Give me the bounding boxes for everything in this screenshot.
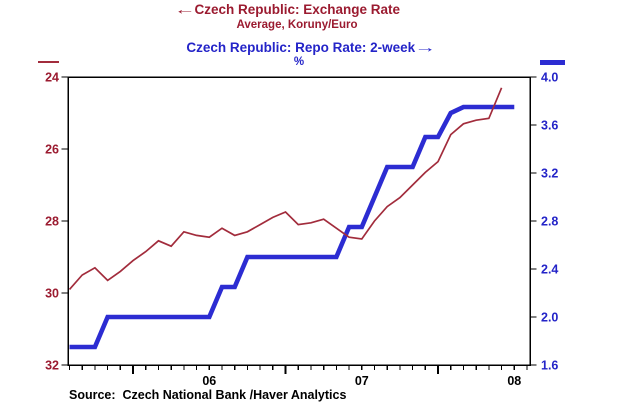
left-axis-tick-label: 26 — [45, 143, 59, 157]
left-axis-tick-label: 28 — [45, 215, 59, 229]
x-axis-year-label: 06 — [202, 374, 216, 388]
right-axis-tick-label: 1.6 — [541, 359, 558, 373]
right-axis-tick-label: 2.0 — [541, 311, 558, 325]
repo-rate-legend-line — [540, 60, 565, 65]
left-axis-tick-label: 24 — [45, 71, 59, 85]
plot-frame — [67, 76, 531, 366]
series-line-repo-rate — [69, 104, 515, 350]
right-axis-tick-label: 2.4 — [541, 263, 558, 277]
repo-rate-title-text: Czech Republic: Repo Rate: 2-week — [186, 40, 416, 55]
left-axis-tick-label: 30 — [45, 287, 59, 301]
right-axis-tick-label: 3.6 — [541, 119, 558, 133]
left-arrow-icon: ← — [173, 2, 196, 17]
repo-rate-unit-label: % — [293, 56, 305, 68]
exchange-rate-legend-line — [38, 61, 59, 63]
exchange-rate-subtitle: Average, Koruny/Euro — [236, 19, 358, 31]
repo-rate-title: Czech Republic: Repo Rate: 2-week→ — [186, 40, 435, 56]
left-axis-tick-label: 32 — [45, 359, 59, 373]
right-axis-tick-label: 3.2 — [541, 167, 558, 181]
x-axis-year-label: 08 — [507, 374, 521, 388]
right-axis-tick-label: 4.0 — [541, 71, 558, 85]
exchange-rate-title-text: Czech Republic: Exchange Rate — [194, 2, 401, 17]
source-note: Source: Czech National Bank /Haver Analy… — [69, 388, 347, 402]
right-axis-tick-label: 2.8 — [541, 215, 558, 229]
series-line-exchange-rate — [68, 87, 503, 290]
right-arrow-icon: → — [414, 40, 436, 55]
exchange-rate-title: ←Czech Republic: Exchange Rate — [174, 2, 401, 18]
x-axis-year-label: 07 — [355, 374, 369, 388]
